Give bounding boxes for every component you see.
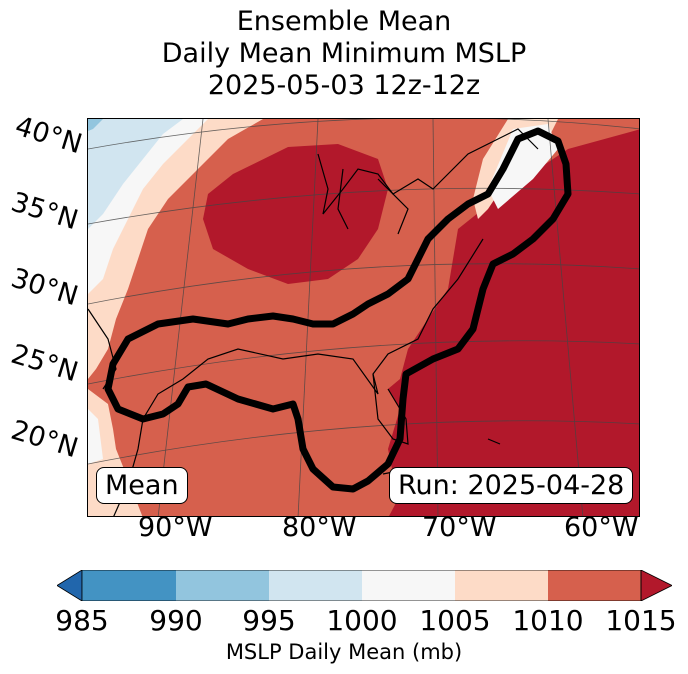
colorbar-extend-high [640, 570, 672, 601]
cbar-tick-1000: 1000 [326, 604, 398, 637]
map-canvas [88, 119, 639, 516]
zone-985-990 [88, 119, 103, 131]
colorbar-bin-990-995 [176, 570, 269, 601]
title-line-1: Ensemble Mean [236, 6, 452, 37]
lon-label-60: 60°W [564, 512, 639, 543]
cbar-tick-990: 990 [149, 604, 203, 637]
title-line-2: Daily Mean Minimum MSLP [161, 38, 527, 69]
zone-990-995 [88, 119, 183, 229]
colorbar-bin-1010-1015 [548, 570, 641, 601]
cbar-tick-1005: 1005 [419, 604, 491, 637]
colorbar-bin-1000-1005 [362, 570, 455, 601]
cbar-tick-1015: 1015 [605, 604, 677, 637]
mslp-map [87, 118, 640, 517]
colorbar-frame [81, 570, 642, 601]
colorbar-label: MSLP Daily Mean (mb) [225, 640, 463, 664]
colorbar-bin-995-1000 [269, 570, 362, 601]
colorbar-bin-985-990 [82, 570, 176, 601]
mean-label-box: Mean [96, 467, 188, 504]
colorbar-bin-1005-1010 [455, 570, 548, 601]
lat-label-35: 35°N [7, 186, 82, 237]
cbar-tick-985: 985 [55, 604, 109, 637]
lat-label-40: 40°N [11, 110, 86, 161]
run-label-box: Run: 2025-04-28 [389, 467, 634, 504]
lon-label-90: 90°W [138, 512, 213, 543]
cbar-tick-1010: 1010 [512, 604, 584, 637]
colorbar-extend-low [57, 570, 83, 601]
graticule [88, 119, 639, 516]
lat-label-25: 25°N [7, 338, 82, 389]
probability-contour [104, 127, 572, 493]
lon-label-80: 80°W [282, 512, 357, 543]
title-line-3: 2025-05-03 12z-12z [207, 70, 481, 101]
lat-label-20: 20°N [7, 414, 82, 465]
lon-label-70: 70°W [422, 512, 497, 543]
colorbar [57, 570, 672, 601]
lat-label-30: 30°N [7, 262, 82, 313]
cbar-tick-995: 995 [242, 604, 296, 637]
